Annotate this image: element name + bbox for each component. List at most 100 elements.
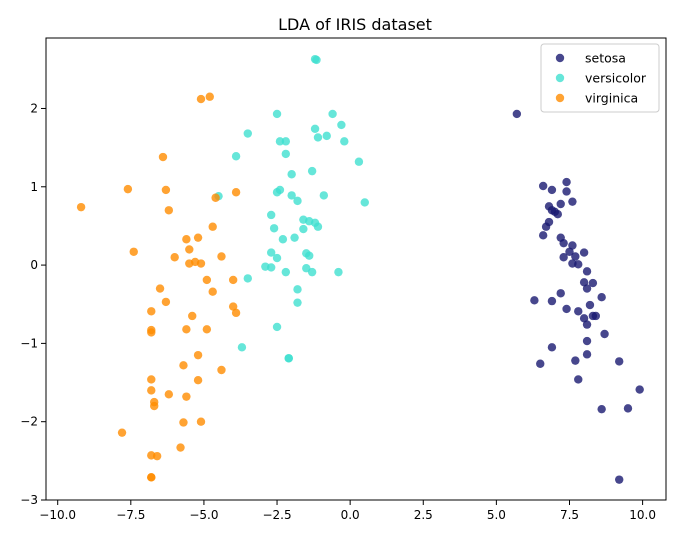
versicolor-point: [313, 222, 323, 231]
versicolor-point: [313, 133, 323, 142]
virginica-point: [193, 233, 203, 242]
versicolor-point: [307, 267, 317, 277]
versicolor-point: [272, 322, 282, 332]
versicolor-point: [269, 224, 279, 233]
versicolor-point: [281, 137, 291, 146]
virginica-point: [208, 287, 217, 296]
versicolor-point: [322, 131, 331, 141]
setosa-point: [582, 350, 592, 359]
setosa-point: [582, 336, 592, 346]
virginica-point: [228, 302, 238, 311]
virginica-point: [196, 417, 206, 426]
setosa-point: [579, 314, 589, 323]
setosa-point: [615, 357, 624, 366]
y-tick-label: −1: [20, 336, 38, 350]
setosa-point: [600, 329, 609, 339]
x-tick-label: −2.5: [262, 508, 291, 522]
virginica-point: [217, 252, 226, 261]
legend-label-setosa: setosa: [585, 51, 626, 66]
setosa-point: [541, 222, 551, 231]
setosa-point: [559, 253, 568, 262]
setosa-point: [582, 267, 592, 276]
setosa-point: [582, 284, 592, 293]
versicolor-point: [307, 166, 317, 176]
y-tick-label: 2: [30, 101, 38, 115]
virginica-point: [150, 401, 159, 411]
virginica-point: [193, 375, 203, 385]
setosa-point: [635, 385, 644, 394]
x-tick-label: −10.0: [39, 508, 76, 522]
versicolor-point: [319, 191, 329, 200]
versicolor-point: [275, 137, 285, 146]
versicolor-point: [237, 343, 247, 352]
versicolor-point: [337, 120, 346, 130]
setosa-point: [571, 252, 580, 261]
virginica-point: [170, 253, 179, 262]
setosa-point: [585, 300, 595, 310]
virginica-point: [164, 390, 174, 399]
x-axis: −10.0 −7.5 −5.0 −2.5 0.0 2.5 5.0 7.5 10.0: [39, 500, 656, 522]
versicolor-point: [312, 55, 321, 65]
versicolor-point: [231, 152, 241, 161]
versicolor-point: [293, 196, 302, 206]
versicolor-point: [287, 170, 296, 179]
virginica-point: [161, 297, 171, 307]
versicolor-point: [293, 298, 302, 307]
versicolor-point: [266, 263, 276, 272]
x-tick-label: 7.5: [560, 508, 579, 522]
setosa-point: [597, 404, 606, 414]
virginica-point: [228, 275, 238, 285]
virginica-point: [179, 361, 188, 370]
y-axis: −3 −2 −1 0 1 2: [20, 101, 46, 507]
virginica-point: [123, 184, 133, 194]
virginica-point: [176, 443, 185, 452]
setosa-point: [538, 231, 548, 240]
setosa-point: [562, 177, 571, 187]
legend-marker-versicolor: [555, 73, 565, 83]
setosa-point: [574, 375, 583, 384]
setosa-point: [579, 278, 589, 287]
virginica-point: [182, 235, 191, 244]
virginica-point: [202, 325, 212, 334]
x-tick-label: 10.0: [629, 508, 656, 522]
versicolor-point: [287, 191, 296, 200]
virginica-point: [231, 188, 241, 197]
setosa-point: [574, 260, 583, 269]
virginica-point: [208, 222, 217, 231]
setosa-point: [547, 343, 557, 352]
virginica-point: [147, 307, 156, 316]
setosa-point: [623, 404, 633, 413]
versicolor-point: [334, 267, 343, 277]
legend: setosa versicolor virginica: [540, 43, 660, 113]
virginica-point: [155, 284, 165, 293]
virginica-point: [190, 257, 200, 267]
versicolor-point: [360, 198, 369, 207]
x-tick-label: 5.0: [487, 508, 506, 522]
versicolor-point: [328, 109, 337, 119]
versicolor-point: [266, 210, 276, 220]
versicolor-point: [305, 251, 314, 260]
setosa-point: [538, 181, 548, 191]
y-tick-label: 1: [30, 180, 38, 194]
versicolor-point: [272, 188, 282, 197]
setosa-point: [547, 296, 557, 306]
setosa-point: [512, 109, 522, 119]
legend-label-versicolor: versicolor: [585, 71, 647, 86]
versicolor-point: [299, 224, 308, 234]
y-tick-label: −3: [20, 493, 38, 507]
virginica-point: [76, 202, 86, 212]
virginica-point: [164, 206, 174, 215]
setosa-point: [556, 199, 565, 209]
virginica-point: [161, 185, 171, 195]
versicolor-point: [272, 109, 282, 119]
legend-label-virginica: virginica: [585, 91, 638, 106]
setosa-point: [615, 475, 624, 484]
versicolor-point: [340, 137, 349, 146]
x-tick-label: −5.0: [189, 508, 218, 522]
versicolor-point: [243, 129, 252, 138]
versicolor-point: [281, 149, 291, 159]
versicolor-point: [278, 235, 288, 244]
setosa-point: [579, 248, 589, 257]
setosa-point: [582, 320, 592, 329]
